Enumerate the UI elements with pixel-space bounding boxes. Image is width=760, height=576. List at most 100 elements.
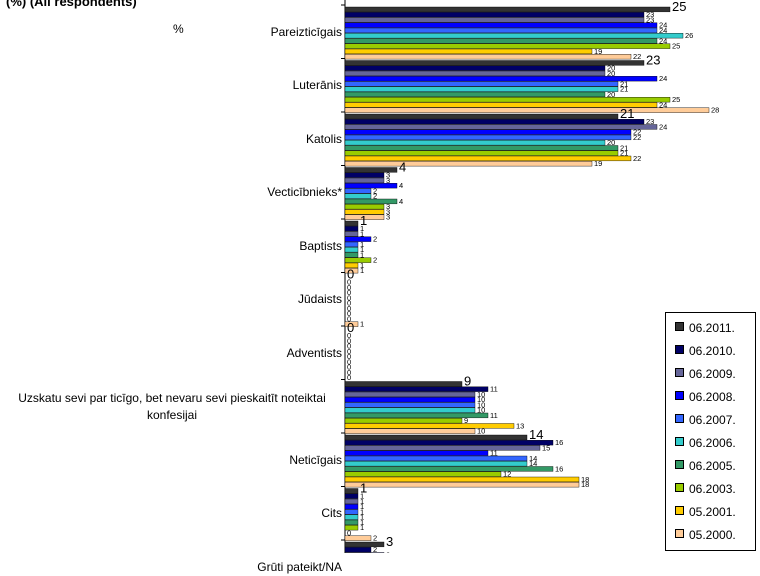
data-label: 2 — [373, 235, 377, 244]
bar — [344, 381, 463, 387]
bar — [344, 386, 489, 392]
data-label: 0 — [347, 342, 351, 351]
data-label: 26 — [685, 31, 693, 40]
legend-item: 06.2003. — [675, 482, 736, 496]
bar — [344, 391, 476, 398]
bar — [344, 60, 645, 66]
bar — [344, 22, 658, 28]
data-label: 21 — [620, 149, 628, 158]
bar — [344, 150, 619, 156]
bar — [344, 450, 489, 456]
data-label: 16 — [555, 438, 563, 447]
bar — [344, 504, 359, 510]
data-label: 14 — [529, 454, 537, 463]
category-label: Cits — [321, 506, 342, 521]
data-label: 3 — [386, 171, 390, 180]
data-label: 11 — [490, 385, 498, 394]
bar — [344, 493, 359, 499]
data-label: 28 — [711, 106, 719, 115]
data-label: 2 — [373, 545, 377, 553]
bar — [344, 547, 372, 553]
data-label: 23 — [646, 117, 654, 126]
bar — [344, 6, 671, 13]
data-label: 1 — [360, 481, 367, 496]
data-label: 10 — [477, 395, 485, 404]
legend-swatch — [675, 368, 684, 377]
legend-item: 06.2008. — [675, 390, 736, 404]
legend-swatch — [675, 345, 684, 354]
data-label: 9 — [464, 416, 468, 425]
bar — [344, 54, 632, 60]
data-label: 3 — [386, 202, 390, 211]
data-label: 3 — [386, 534, 393, 549]
data-label: 1 — [360, 266, 364, 275]
data-label: 21 — [620, 106, 634, 121]
data-label: 10 — [477, 406, 485, 415]
bar — [344, 514, 359, 520]
legend-item: 05.2001. — [675, 505, 736, 519]
category-label: Uzskatu sevi par ticīgo, bet nevaru sevi… — [18, 390, 326, 422]
bar — [344, 193, 372, 199]
data-label: 18 — [581, 480, 589, 489]
bar — [344, 183, 398, 189]
legend-label: 05.2000. — [689, 528, 736, 542]
data-label: 0 — [347, 347, 351, 356]
data-label: 22 — [633, 154, 641, 163]
data-label: 1 — [360, 213, 367, 228]
bar — [344, 434, 528, 441]
data-label: 18 — [581, 475, 589, 484]
data-label: 4 — [399, 160, 406, 175]
bar — [344, 482, 580, 488]
data-label: 0 — [347, 283, 351, 292]
bar — [344, 113, 619, 120]
data-label: 1 — [360, 245, 364, 254]
bar — [344, 81, 619, 87]
data-label: 1 — [360, 224, 364, 233]
data-label: 11 — [490, 449, 498, 458]
bar — [344, 488, 359, 494]
bar — [344, 236, 372, 242]
data-label: 0 — [347, 363, 351, 372]
bar — [344, 91, 606, 98]
data-label: 1 — [360, 518, 364, 527]
data-label: 11 — [490, 411, 498, 420]
data-label: 1 — [360, 523, 364, 532]
bar — [344, 252, 359, 258]
data-label: 22 — [633, 52, 641, 61]
data-label: 0 — [347, 373, 351, 382]
legend-label: 05.2001. — [689, 505, 736, 519]
bar — [344, 65, 606, 71]
data-label: 2 — [373, 534, 377, 543]
legend-swatch — [675, 414, 684, 423]
bar — [344, 541, 385, 548]
bar — [344, 214, 385, 220]
bar — [344, 86, 619, 92]
bar — [344, 262, 359, 269]
bar — [344, 445, 541, 451]
data-label: 3 — [386, 207, 390, 216]
bar — [344, 525, 359, 531]
data-label: 14 — [529, 427, 543, 442]
legend-label: 06.2005. — [689, 459, 736, 473]
bar — [344, 241, 359, 248]
data-label: 0 — [347, 528, 351, 537]
data-label: 1 — [360, 507, 364, 516]
legend: 06.2011. 06.2010. 06.2009. 06.2008. 06.2007.… — [665, 312, 756, 551]
bar — [344, 471, 502, 477]
data-label: 14 — [529, 459, 537, 468]
bar — [344, 498, 359, 505]
bar — [344, 231, 359, 237]
bar — [344, 119, 645, 125]
data-label: 20 — [607, 69, 615, 78]
category-label: Katolis — [305, 131, 342, 146]
bar — [344, 440, 554, 446]
legend-swatch — [675, 529, 684, 538]
category-label: Adventists — [286, 345, 342, 360]
bar — [344, 33, 684, 39]
bar — [344, 48, 593, 55]
bar — [344, 428, 476, 434]
bar — [344, 407, 476, 413]
data-label: 20 — [607, 138, 615, 147]
bar — [344, 188, 372, 194]
